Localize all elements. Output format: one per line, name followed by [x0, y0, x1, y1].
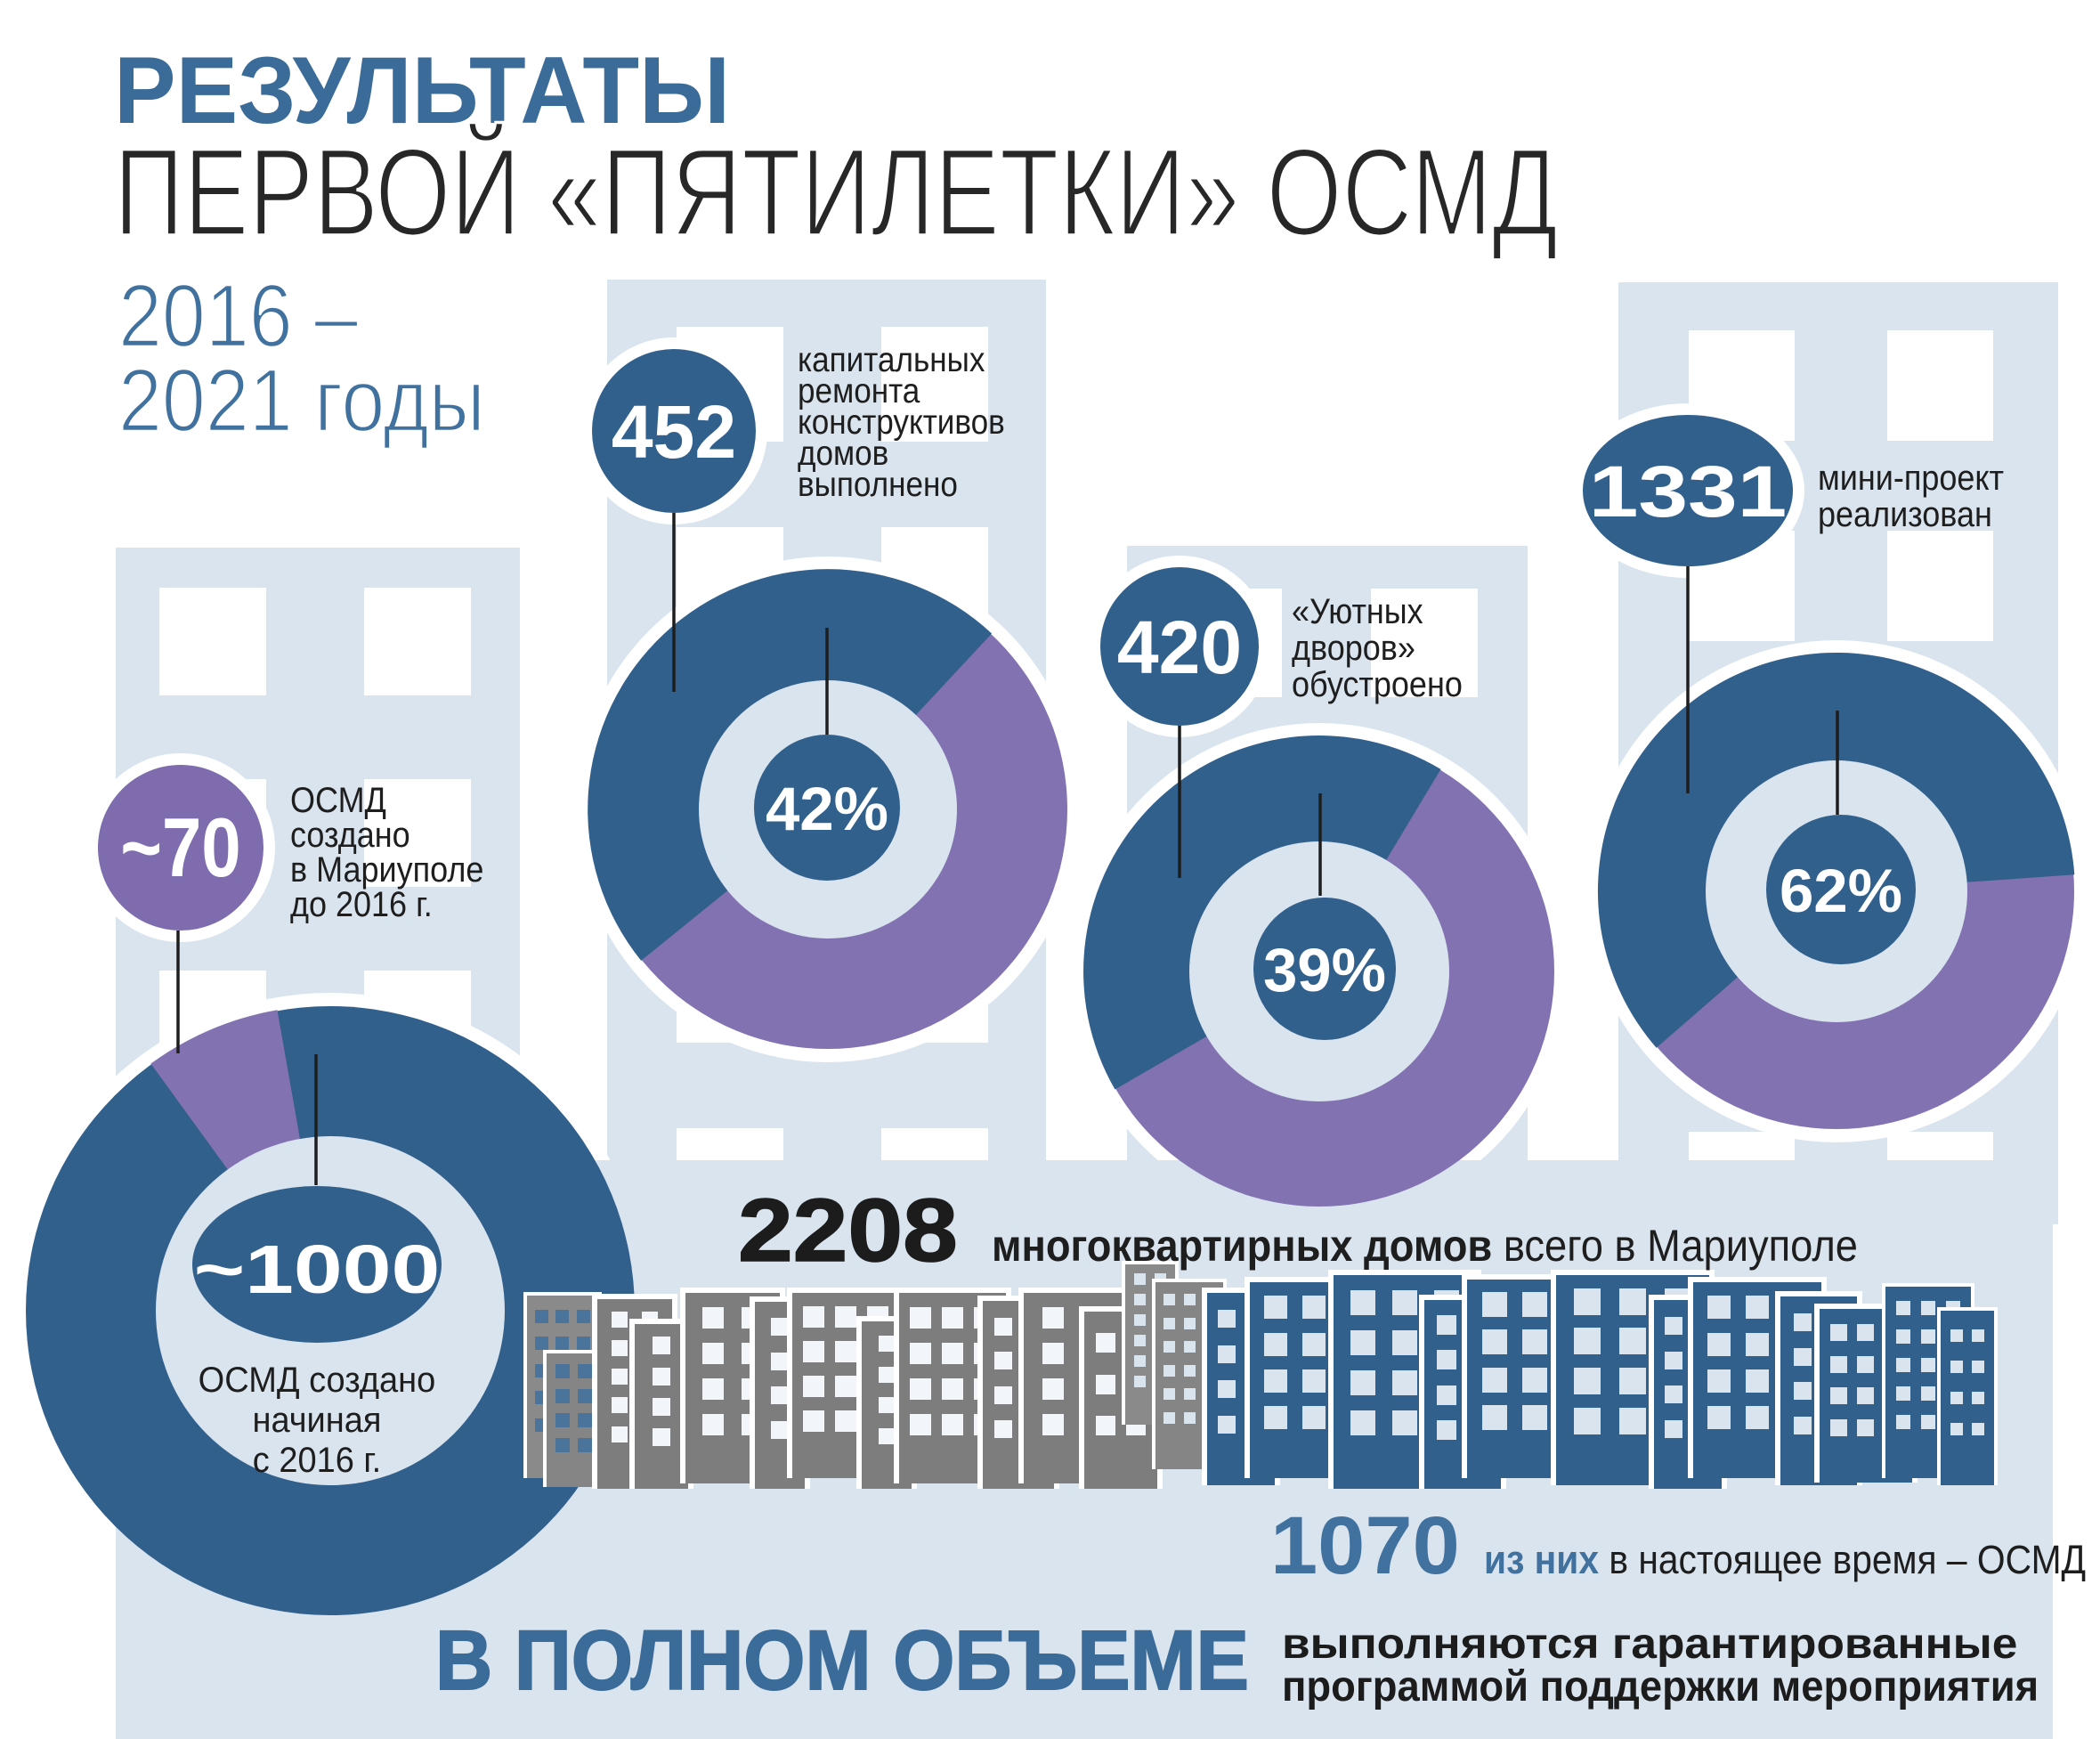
svg-text:дворов»: дворов»	[1292, 629, 1415, 668]
svg-text:капитальных: капитальных	[798, 339, 985, 378]
svg-text:до 2016 г.: до 2016 г.	[290, 885, 433, 924]
svg-text:1331: 1331	[1589, 451, 1788, 532]
svg-text:2208: 2208	[738, 1181, 958, 1280]
svg-text:из них в настоящее время – ОСМ: из них в настоящее время – ОСМД	[1484, 1538, 2086, 1582]
svg-text:выполнено: выполнено	[798, 464, 958, 503]
svg-text:выполняются гарантированные: выполняются гарантированные	[1282, 1620, 2017, 1668]
svg-text:РЕЗУЛЬТАТЫ: РЕЗУЛЬТАТЫ	[114, 37, 730, 143]
svg-text:начиная: начиная	[252, 1401, 381, 1440]
svg-text:2016 –: 2016 –	[118, 266, 359, 365]
svg-text:2021 годы: 2021 годы	[118, 351, 485, 450]
svg-text:~1000: ~1000	[194, 1231, 441, 1307]
svg-text:В ПОЛНОМ ОБЪЕМЕ: В ПОЛНОМ ОБЪЕМЕ	[435, 1613, 1249, 1707]
svg-text:~70: ~70	[120, 801, 241, 895]
svg-text:обустроено: обустроено	[1292, 665, 1463, 704]
svg-text:62%: 62%	[1780, 857, 1902, 925]
svg-text:420: 420	[1117, 605, 1242, 689]
svg-text:«Уютных: «Уютных	[1292, 592, 1423, 631]
svg-text:ПЕРВОЙ «ПЯТИЛЕТКИ» ОСМД: ПЕРВОЙ «ПЯТИЛЕТКИ» ОСМД	[114, 122, 1558, 262]
svg-text:в Мариуполе: в Мариуполе	[290, 850, 483, 890]
svg-text:1070: 1070	[1270, 1499, 1460, 1591]
svg-text:ОСМД: ОСМД	[290, 781, 386, 820]
svg-text:ОСМД создано: ОСМД создано	[199, 1361, 436, 1400]
svg-text:реализован: реализован	[1818, 495, 1992, 534]
svg-text:программой поддержки мероприят: программой поддержки мероприятия	[1282, 1662, 2039, 1710]
svg-text:ремонта: ремонта	[798, 370, 920, 410]
svg-text:39%: 39%	[1263, 936, 1386, 1004]
svg-text:многоквартирных домов всего в: многоквартирных домов всего в Мариуполе	[992, 1222, 1858, 1272]
svg-text:452: 452	[612, 390, 736, 474]
svg-text:мини-проект: мини-проект	[1818, 459, 2004, 498]
svg-text:42%: 42%	[766, 775, 888, 843]
svg-text:с 2016 г.: с 2016 г.	[253, 1441, 381, 1480]
svg-text:домов: домов	[798, 433, 888, 472]
svg-text:конструктивов: конструктивов	[798, 402, 1005, 441]
svg-text:создано: создано	[290, 816, 410, 855]
